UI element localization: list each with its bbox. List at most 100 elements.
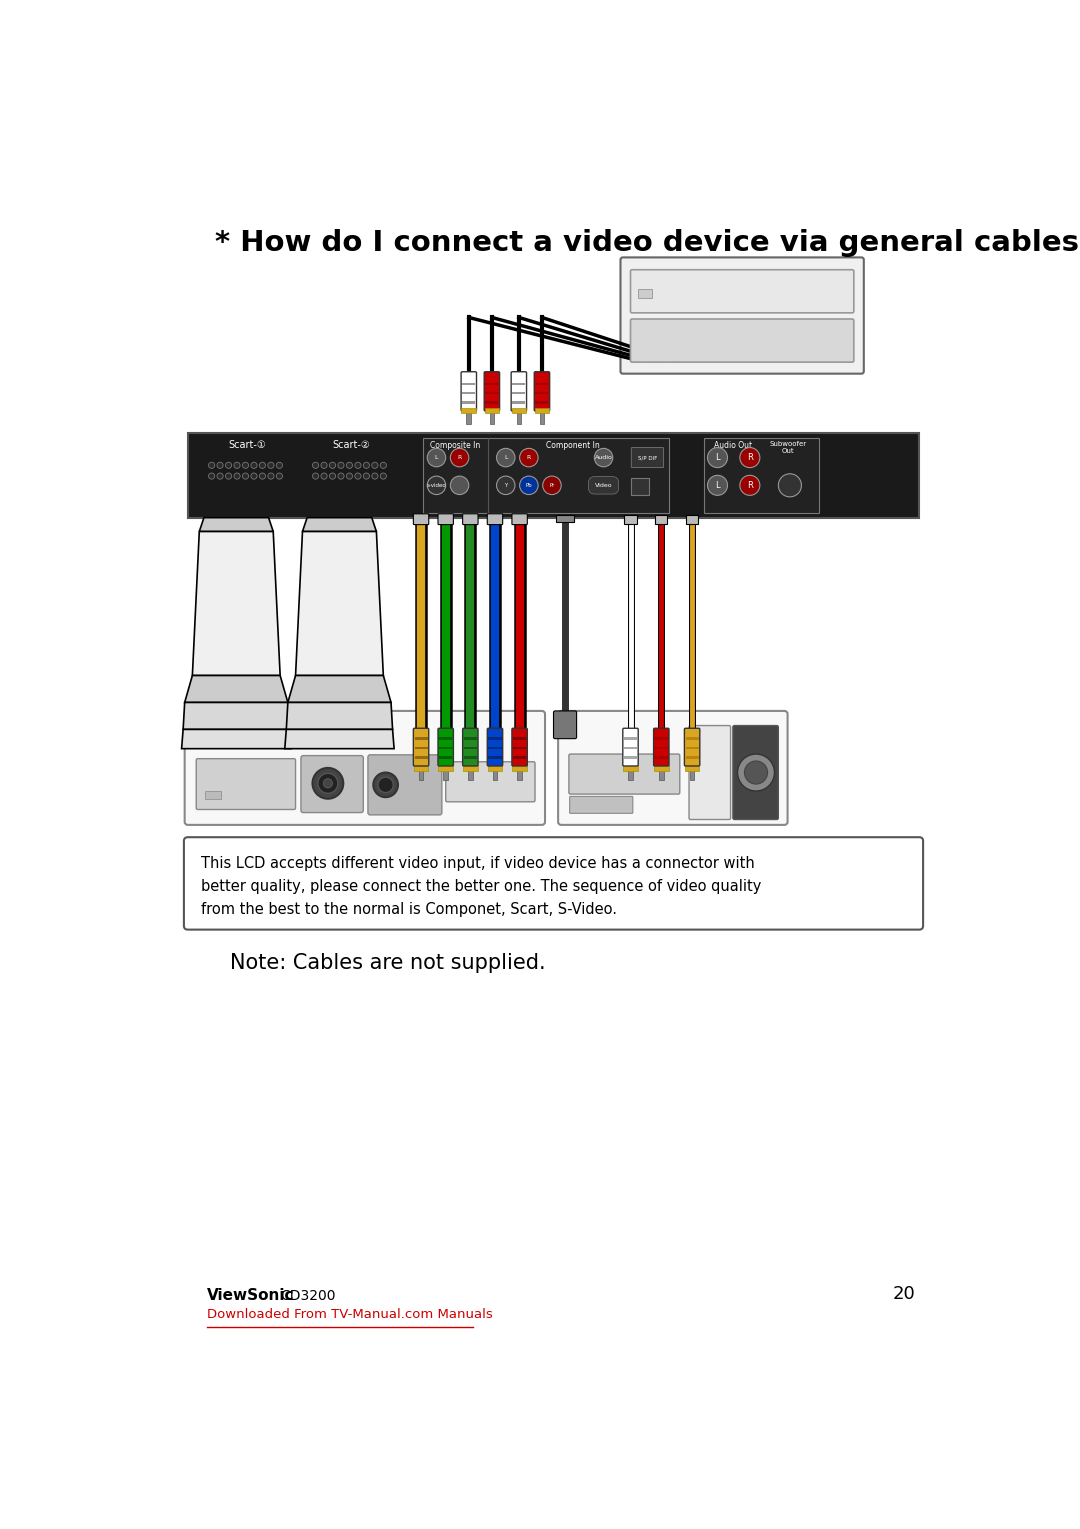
Text: Video: Video xyxy=(595,483,612,488)
Circle shape xyxy=(355,462,361,468)
Polygon shape xyxy=(302,518,377,532)
Text: Scart-①: Scart-① xyxy=(228,440,266,450)
Text: s-video: s-video xyxy=(427,483,446,488)
Circle shape xyxy=(259,462,266,468)
Text: 20: 20 xyxy=(893,1284,916,1303)
Circle shape xyxy=(318,774,338,794)
Circle shape xyxy=(519,476,538,494)
Circle shape xyxy=(347,462,352,468)
Bar xyxy=(513,737,526,740)
Bar xyxy=(415,755,428,758)
Bar xyxy=(463,737,477,740)
FancyBboxPatch shape xyxy=(368,755,442,815)
Bar xyxy=(512,382,525,385)
Bar xyxy=(422,437,669,514)
Circle shape xyxy=(208,472,215,479)
Circle shape xyxy=(363,462,369,468)
Circle shape xyxy=(347,472,352,479)
Text: Downloaded From TV-Manual.com Manuals: Downloaded From TV-Manual.com Manuals xyxy=(207,1307,492,1321)
FancyBboxPatch shape xyxy=(569,754,679,794)
FancyBboxPatch shape xyxy=(462,514,478,524)
Text: * How do I connect a video device via general cables?: * How do I connect a video device via ge… xyxy=(215,229,1080,257)
Bar xyxy=(690,764,694,780)
Bar xyxy=(440,746,453,749)
Circle shape xyxy=(329,472,336,479)
FancyBboxPatch shape xyxy=(185,711,545,824)
Bar xyxy=(654,737,667,740)
FancyBboxPatch shape xyxy=(462,728,478,766)
Polygon shape xyxy=(181,729,291,749)
Bar xyxy=(513,755,526,758)
Bar xyxy=(488,764,502,771)
Bar xyxy=(624,755,637,758)
Text: This LCD accepts different video input, if video device has a connector with
bet: This LCD accepts different video input, … xyxy=(201,856,761,917)
Bar xyxy=(512,391,525,394)
Circle shape xyxy=(329,462,336,468)
Bar xyxy=(512,401,525,404)
FancyBboxPatch shape xyxy=(446,761,535,801)
FancyBboxPatch shape xyxy=(569,797,633,813)
Circle shape xyxy=(242,472,248,479)
Text: Audio: Audio xyxy=(595,456,612,460)
Circle shape xyxy=(312,472,319,479)
FancyBboxPatch shape xyxy=(685,728,700,766)
FancyBboxPatch shape xyxy=(414,514,429,524)
Circle shape xyxy=(779,474,801,497)
Bar xyxy=(488,746,501,749)
Circle shape xyxy=(217,472,224,479)
Polygon shape xyxy=(184,702,289,729)
Bar xyxy=(686,515,699,524)
Bar xyxy=(462,382,475,385)
Bar xyxy=(624,515,637,524)
FancyBboxPatch shape xyxy=(301,755,363,812)
Bar xyxy=(462,401,475,404)
Circle shape xyxy=(372,462,378,468)
Bar xyxy=(638,289,652,298)
Bar xyxy=(489,410,495,424)
Bar xyxy=(685,764,700,771)
Circle shape xyxy=(208,462,215,468)
Circle shape xyxy=(234,462,240,468)
Circle shape xyxy=(312,462,319,468)
Bar xyxy=(654,764,669,771)
Bar xyxy=(467,410,471,424)
Text: Note: Cables are not supplied.: Note: Cables are not supplied. xyxy=(230,953,545,972)
Bar xyxy=(704,437,819,514)
Bar xyxy=(415,746,428,749)
Circle shape xyxy=(242,462,248,468)
Circle shape xyxy=(378,777,393,792)
Bar xyxy=(686,746,699,749)
Circle shape xyxy=(338,462,345,468)
Bar xyxy=(485,401,499,404)
Bar xyxy=(488,737,501,740)
Text: S/P DIF: S/P DIF xyxy=(638,456,657,460)
Bar xyxy=(623,764,638,771)
FancyBboxPatch shape xyxy=(484,372,500,411)
Text: R: R xyxy=(458,456,461,460)
Circle shape xyxy=(268,472,274,479)
Circle shape xyxy=(217,462,224,468)
Circle shape xyxy=(738,754,774,790)
Text: R: R xyxy=(527,456,531,460)
FancyBboxPatch shape xyxy=(414,728,429,766)
Text: ViewSonic: ViewSonic xyxy=(207,1287,295,1303)
Circle shape xyxy=(374,772,397,797)
Circle shape xyxy=(380,462,387,468)
Circle shape xyxy=(251,462,257,468)
Polygon shape xyxy=(286,702,392,729)
Circle shape xyxy=(380,472,387,479)
Bar xyxy=(540,410,544,424)
Circle shape xyxy=(428,476,446,494)
Bar xyxy=(535,408,550,413)
Bar xyxy=(485,408,499,413)
Polygon shape xyxy=(200,518,273,532)
Text: Pb: Pb xyxy=(526,483,532,488)
Circle shape xyxy=(338,472,345,479)
Bar xyxy=(656,515,667,524)
FancyBboxPatch shape xyxy=(733,726,779,820)
Polygon shape xyxy=(296,532,383,676)
Bar xyxy=(536,391,549,394)
Bar xyxy=(624,737,637,740)
Circle shape xyxy=(321,472,327,479)
Bar xyxy=(463,746,477,749)
